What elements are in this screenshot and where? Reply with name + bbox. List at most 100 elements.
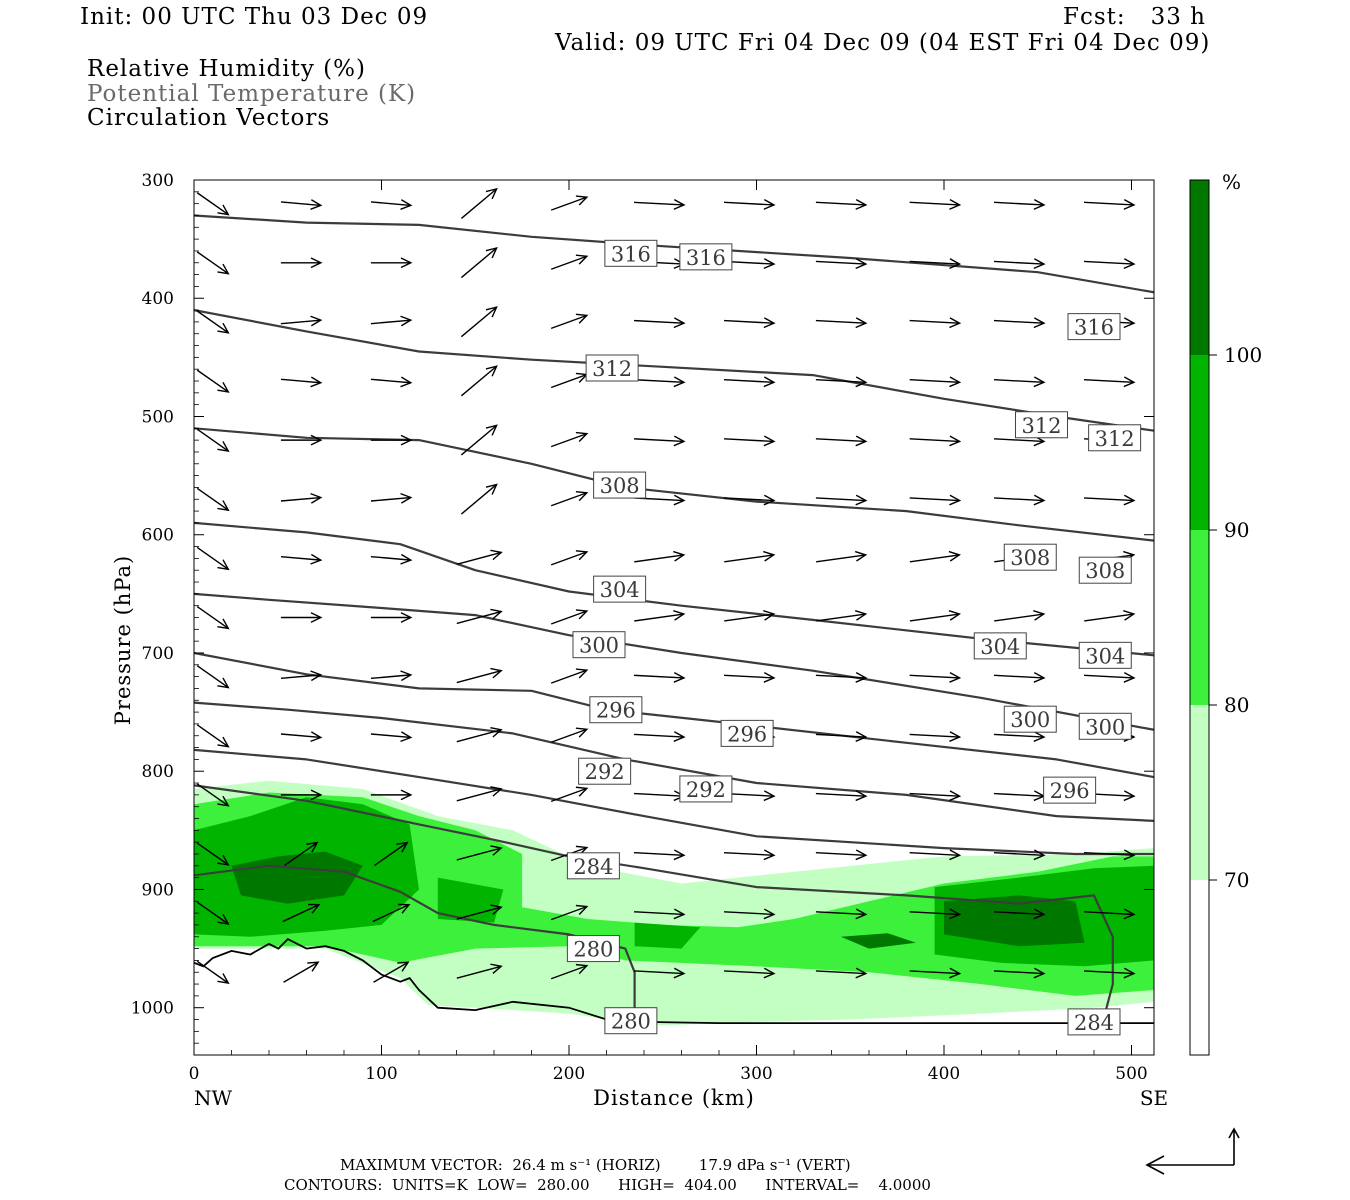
vector-shaft: [633, 733, 685, 738]
circulation-vector: [370, 731, 413, 743]
vector-shaft: [723, 674, 775, 679]
vector-head: [397, 903, 411, 914]
vector-shaft: [993, 970, 1045, 975]
vector-shaft: [909, 438, 960, 443]
vector-head: [673, 376, 686, 388]
vector-layer: [196, 187, 1136, 985]
circulation-vector: [550, 609, 589, 625]
contour-label-292-6-0: 292: [578, 757, 632, 785]
vector-head: [763, 376, 776, 388]
circulation-vector: [993, 731, 1046, 742]
vector-shaft: [373, 961, 409, 983]
contour-label-box: [679, 243, 733, 271]
contour-label-text: 296: [596, 699, 636, 723]
circulation-vector: [456, 963, 503, 979]
vector-head: [485, 365, 498, 377]
circulation-vector: [370, 315, 413, 327]
vector-shaft: [283, 961, 319, 983]
rh-region-90-4: [634, 922, 701, 949]
circulation-vector: [724, 609, 776, 622]
circulation-vector: [460, 424, 498, 456]
vector-shaft: [196, 665, 229, 689]
vector-shaft: [993, 319, 1045, 324]
circulation-vector: [909, 672, 962, 683]
vector-shaft: [456, 847, 502, 861]
vector-head: [400, 199, 413, 210]
contour-label-316-0-1: 316: [679, 243, 733, 271]
vector-shaft: [550, 373, 588, 389]
contour-label-box: [1078, 556, 1132, 584]
contour-label-text: 308: [1010, 546, 1050, 570]
vector-head: [763, 494, 776, 506]
circulation-vector: [724, 550, 776, 563]
vector-head: [763, 199, 776, 210]
circulation-vector: [370, 492, 413, 504]
vector-head: [400, 315, 413, 327]
vector-head: [490, 845, 503, 856]
circulation-vector: [196, 487, 230, 512]
x-tick-label-500: 500: [1115, 1064, 1147, 1084]
vector-head: [855, 435, 868, 447]
vector-head: [490, 667, 503, 679]
vector-head: [217, 500, 230, 512]
vector-head: [1033, 376, 1046, 388]
circulation-vector: [815, 731, 868, 742]
rh-region-80-1: [194, 792, 1154, 996]
circulation-vector: [456, 786, 503, 802]
vector-head: [490, 549, 503, 561]
vector-head: [575, 431, 589, 443]
vector-shaft: [1083, 970, 1135, 975]
vector-shaft: [196, 901, 229, 925]
vector-shaft: [280, 201, 321, 207]
circulation-vector: [1083, 494, 1136, 506]
vector-head: [217, 204, 230, 216]
vector-head: [575, 963, 589, 975]
vector-head: [485, 424, 498, 436]
y-tick-label-500: 500: [142, 407, 174, 427]
terrain-layer: [194, 938, 1154, 1024]
vector-shaft: [370, 496, 411, 502]
circulation-vector: [280, 434, 323, 446]
vector-shaft: [1083, 497, 1135, 502]
vector-shaft: [370, 201, 411, 207]
circulation-vector: [280, 670, 323, 682]
vector-shaft: [196, 606, 229, 629]
vector-head: [485, 483, 498, 495]
circulation-vector: [1083, 672, 1136, 683]
contour-label-box: [604, 239, 658, 267]
circulation-vector: [456, 727, 503, 743]
vector-head: [763, 967, 776, 979]
vector-shaft: [456, 551, 502, 566]
vector-head: [396, 841, 409, 853]
vector-head: [763, 849, 776, 861]
circulation-vector: [283, 961, 320, 983]
vector-shaft: [280, 555, 321, 561]
vector-shaft: [909, 970, 960, 975]
x-tick-label-0: 0: [189, 1064, 200, 1084]
rh-region-100-6: [231, 851, 363, 904]
circulation-vector: [284, 841, 319, 867]
vector-shaft: [196, 546, 229, 570]
contour-label-text: 292: [585, 760, 625, 784]
vector-head: [400, 612, 413, 623]
contour-label-box: [1078, 712, 1132, 740]
vector-head: [400, 376, 413, 388]
vector-shaft: [993, 201, 1045, 206]
vector-head: [949, 790, 962, 802]
circulation-vector: [550, 490, 589, 507]
contour-label-284-8-0: 284: [566, 852, 620, 880]
circulation-vector: [456, 549, 503, 566]
circulation-vector: [460, 187, 498, 219]
vector-shaft: [370, 319, 411, 325]
vector-shaft: [550, 965, 588, 980]
contour-label-312-1-1: 312: [1015, 411, 1068, 439]
circulation-vector: [815, 376, 868, 388]
x-tick-label-100: 100: [365, 1064, 397, 1084]
contour-label-box: [1078, 641, 1132, 669]
vector-shaft: [633, 379, 685, 384]
vector-shaft: [909, 733, 960, 738]
x-tick-label-200: 200: [553, 1064, 585, 1084]
contour-label-text: 304: [1085, 644, 1125, 668]
vector-head: [949, 435, 962, 447]
circulation-vector: [723, 199, 776, 210]
